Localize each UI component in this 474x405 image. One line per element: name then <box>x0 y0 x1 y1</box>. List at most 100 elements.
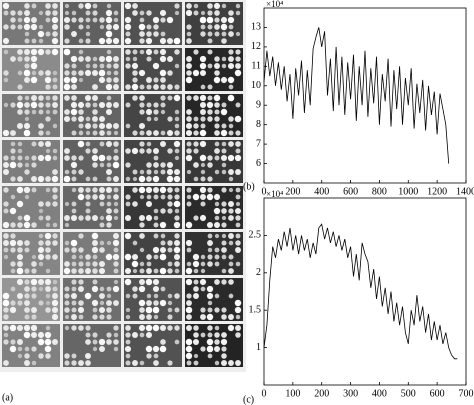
array-block <box>2 278 60 321</box>
spot <box>3 102 9 108</box>
spot <box>112 239 120 247</box>
spot <box>235 31 241 37</box>
spot <box>3 49 9 55</box>
spot <box>45 116 51 122</box>
spot <box>10 286 16 292</box>
spot <box>160 130 166 136</box>
spot <box>24 31 30 37</box>
spot <box>132 240 138 246</box>
spot <box>24 169 30 175</box>
spot <box>17 339 23 345</box>
spot <box>200 169 206 175</box>
spot <box>23 129 31 137</box>
spot <box>23 23 31 31</box>
array-block <box>185 324 243 367</box>
spot <box>52 293 58 299</box>
array-block <box>124 186 182 229</box>
array-block <box>124 232 182 275</box>
spot <box>186 24 192 30</box>
spot <box>85 130 91 136</box>
spot <box>152 278 160 286</box>
spot <box>113 10 119 16</box>
microarray-image <box>0 0 246 372</box>
spot <box>235 49 241 55</box>
spot <box>17 162 23 168</box>
spot <box>166 168 174 176</box>
spot <box>193 360 199 366</box>
spot <box>227 200 235 208</box>
spot <box>139 169 145 175</box>
spot <box>45 95 51 101</box>
spot <box>199 129 207 137</box>
spot <box>45 49 51 55</box>
spot <box>45 240 51 246</box>
spot <box>146 84 152 90</box>
spot <box>159 246 167 254</box>
spot <box>3 233 9 239</box>
spot <box>234 115 242 123</box>
spot <box>99 187 105 193</box>
spot <box>214 332 220 338</box>
spot <box>235 314 241 320</box>
spot <box>30 62 38 70</box>
spot <box>139 49 145 55</box>
spot <box>221 63 227 69</box>
spot <box>138 69 146 77</box>
spot <box>185 122 193 130</box>
spot <box>106 307 112 313</box>
spot <box>125 56 131 62</box>
spot <box>214 116 220 122</box>
spot <box>10 24 16 30</box>
spot <box>16 122 24 130</box>
spot <box>52 233 58 239</box>
spot <box>159 299 167 307</box>
y-tick-label: 1.5 <box>249 304 262 315</box>
spot <box>85 31 91 37</box>
spot <box>10 130 16 136</box>
spot <box>124 232 132 240</box>
spot <box>52 70 58 76</box>
spot <box>207 49 213 55</box>
spot <box>132 77 138 83</box>
spot <box>9 161 17 169</box>
x-tick-label: 800 <box>372 186 387 197</box>
spot <box>227 16 235 24</box>
spot <box>106 102 112 108</box>
spot <box>38 38 44 44</box>
spot <box>235 10 241 16</box>
spot <box>159 324 167 332</box>
spot <box>200 194 206 200</box>
spot <box>85 10 91 16</box>
spot <box>186 325 192 331</box>
spot <box>206 313 214 321</box>
spot <box>146 353 152 359</box>
spot <box>52 254 58 260</box>
spot <box>214 63 220 69</box>
spot <box>78 360 84 366</box>
spot <box>16 101 24 109</box>
spot <box>45 247 51 253</box>
spot <box>146 77 152 83</box>
spot <box>139 102 145 108</box>
spot <box>16 278 24 286</box>
spot <box>38 201 44 207</box>
spot <box>173 221 181 229</box>
spot <box>52 187 58 193</box>
spot <box>153 24 159 30</box>
spot <box>139 314 145 320</box>
spot <box>38 123 44 129</box>
spot <box>24 300 30 306</box>
spot <box>214 10 220 16</box>
spot <box>200 109 206 115</box>
spot <box>10 233 16 239</box>
spot <box>85 141 91 147</box>
spot <box>125 201 131 207</box>
spot <box>153 314 159 320</box>
spot <box>167 208 173 214</box>
spot <box>234 306 242 314</box>
spot <box>31 95 37 101</box>
spot <box>78 70 84 76</box>
spot <box>174 116 180 122</box>
spot <box>105 83 113 91</box>
spot <box>138 324 146 332</box>
